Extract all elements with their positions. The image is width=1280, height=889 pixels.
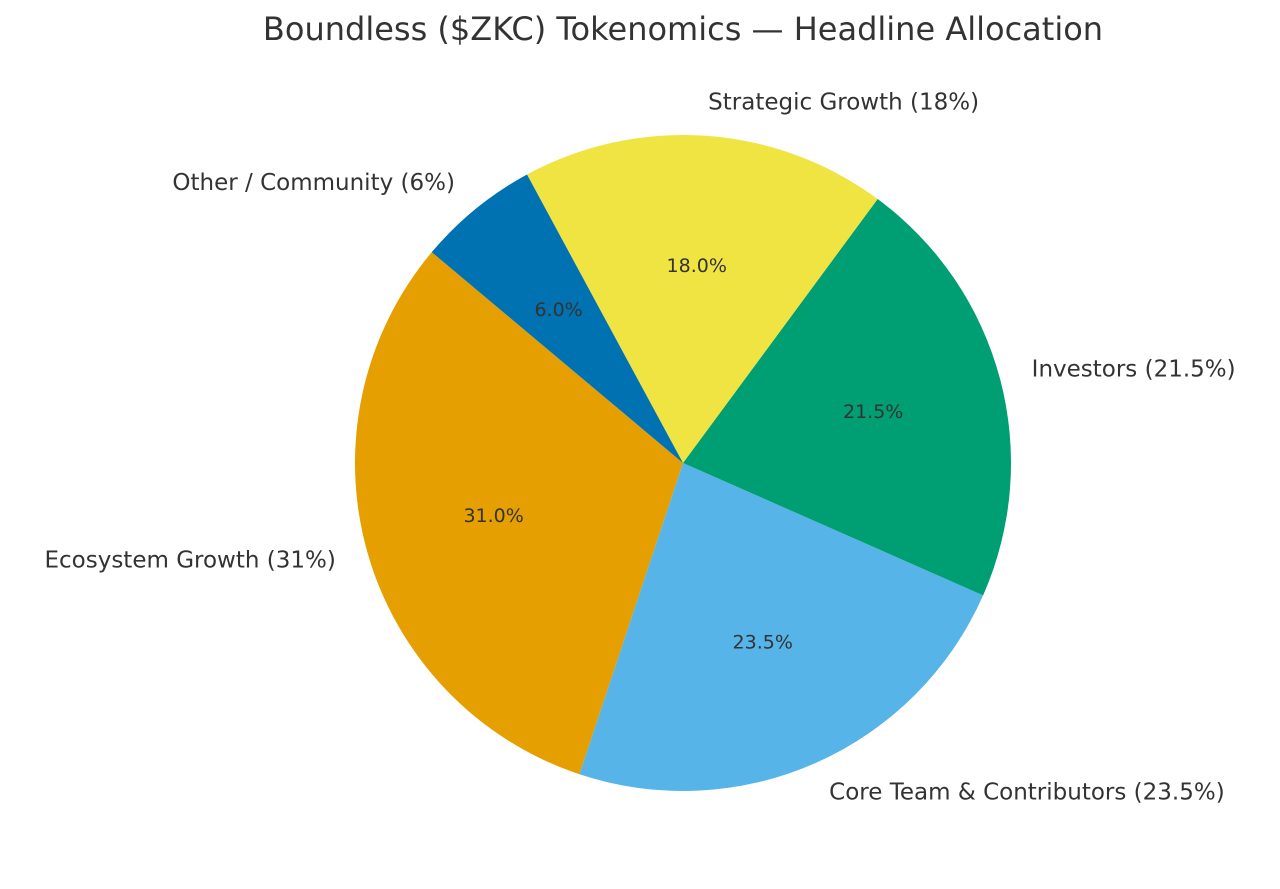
- slice-label: Other / Community (6%): [172, 170, 455, 196]
- pie-slice: [355, 252, 683, 775]
- pie-slice: [579, 463, 984, 791]
- value-label: 6.0%: [534, 299, 582, 321]
- value-label: 31.0%: [463, 505, 523, 527]
- value-label: 23.5%: [733, 631, 793, 653]
- slice-label: Ecosystem Growth (31%): [44, 548, 335, 574]
- slice-label: Core Team & Contributors (23.5%): [829, 779, 1224, 805]
- value-label: 18.0%: [667, 255, 727, 277]
- pie-slice: [431, 174, 683, 463]
- slice-label: Investors (21.5%): [1032, 357, 1236, 383]
- slice-label: Strategic Growth (18%): [708, 90, 979, 116]
- chart-title: Boundless ($ZKC) Tokenomics — Headline A…: [263, 10, 1103, 48]
- pie-slice: [526, 134, 878, 463]
- value-label: 21.5%: [843, 401, 903, 423]
- pie-slice: [683, 198, 1011, 596]
